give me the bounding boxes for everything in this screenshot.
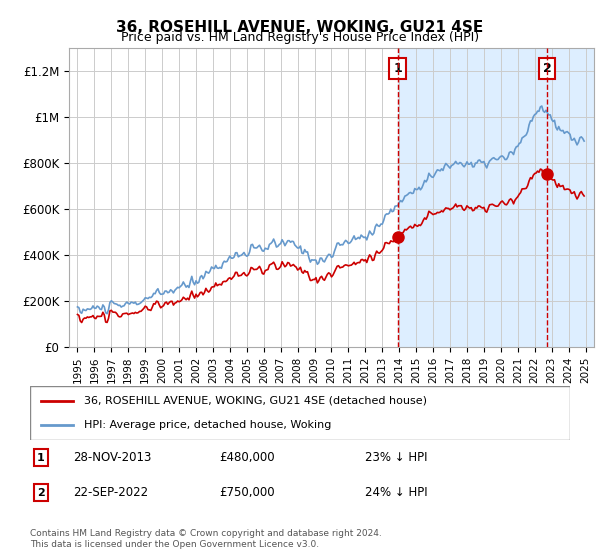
Text: HPI: Average price, detached house, Woking: HPI: Average price, detached house, Woki… [84, 420, 331, 430]
Text: 36, ROSEHILL AVENUE, WOKING, GU21 4SE (detached house): 36, ROSEHILL AVENUE, WOKING, GU21 4SE (d… [84, 396, 427, 406]
Text: £750,000: £750,000 [219, 486, 275, 500]
Text: Price paid vs. HM Land Registry's House Price Index (HPI): Price paid vs. HM Land Registry's House … [121, 31, 479, 44]
Text: 22-SEP-2022: 22-SEP-2022 [73, 486, 148, 500]
Text: Contains HM Land Registry data © Crown copyright and database right 2024.
This d: Contains HM Land Registry data © Crown c… [30, 529, 382, 549]
Text: £480,000: £480,000 [219, 451, 275, 464]
Text: 36, ROSEHILL AVENUE, WOKING, GU21 4SE: 36, ROSEHILL AVENUE, WOKING, GU21 4SE [116, 20, 484, 35]
Text: 2: 2 [37, 488, 44, 498]
Text: 28-NOV-2013: 28-NOV-2013 [73, 451, 152, 464]
Text: 2: 2 [542, 62, 551, 75]
Text: 1: 1 [37, 453, 44, 463]
Text: 23% ↓ HPI: 23% ↓ HPI [365, 451, 427, 464]
Text: 1: 1 [393, 62, 402, 75]
FancyBboxPatch shape [30, 386, 570, 440]
Bar [398, 48, 600, 347]
Text: 24% ↓ HPI: 24% ↓ HPI [365, 486, 427, 500]
